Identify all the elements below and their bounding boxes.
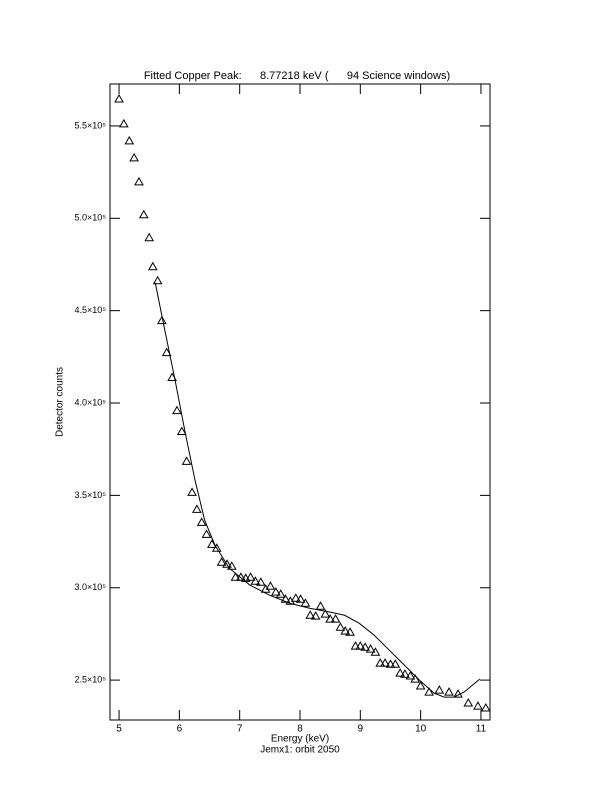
x-tick-label: 5 bbox=[116, 724, 122, 735]
data-point bbox=[290, 593, 301, 602]
data-point bbox=[138, 209, 149, 219]
data-point bbox=[191, 504, 202, 513]
y-tick-label: 5.0×10⁵ bbox=[74, 213, 106, 223]
data-point bbox=[480, 702, 491, 712]
x-axis-label: Energy (keV) bbox=[271, 734, 329, 745]
data-point bbox=[295, 594, 306, 603]
data-point bbox=[444, 687, 454, 696]
data-point bbox=[350, 641, 361, 650]
data-point bbox=[355, 641, 366, 650]
data-point bbox=[119, 118, 129, 128]
data-point bbox=[360, 642, 371, 651]
y-tick-label: 2.5×10⁵ bbox=[74, 674, 106, 684]
x-tick-label: 11 bbox=[476, 724, 487, 735]
data-point bbox=[345, 627, 355, 636]
data-point bbox=[245, 572, 256, 581]
data-point bbox=[222, 559, 232, 568]
data-point bbox=[196, 517, 207, 526]
data-point bbox=[152, 275, 163, 285]
data-point bbox=[260, 584, 271, 593]
data-point bbox=[463, 697, 474, 707]
y-tick-label: 4.5×10⁵ bbox=[74, 305, 106, 315]
data-point bbox=[124, 135, 135, 145]
data-point bbox=[250, 576, 261, 585]
data-point bbox=[375, 658, 386, 667]
data-point bbox=[211, 543, 222, 552]
data-point bbox=[385, 659, 396, 668]
data-point bbox=[147, 261, 158, 271]
data-point bbox=[300, 598, 311, 607]
data-point bbox=[340, 626, 351, 635]
data-point bbox=[473, 701, 483, 710]
data-point bbox=[280, 594, 291, 603]
data-point bbox=[390, 659, 401, 668]
x-tick-label: 6 bbox=[177, 724, 183, 735]
data-point bbox=[187, 487, 197, 496]
chart-title: Fitted Copper Peak: 8.77218 keV ( 94 Sci… bbox=[144, 70, 450, 82]
data-point bbox=[114, 93, 124, 103]
data-point bbox=[255, 577, 266, 586]
data-point bbox=[226, 561, 237, 570]
data-point bbox=[144, 232, 155, 242]
data-point bbox=[434, 685, 445, 694]
y-axis-label: Detector counts bbox=[55, 367, 66, 437]
fit-line bbox=[154, 282, 481, 698]
data-point bbox=[172, 405, 182, 415]
data-point bbox=[129, 152, 139, 162]
data-point bbox=[410, 674, 421, 683]
data-point bbox=[424, 687, 434, 696]
data-point bbox=[181, 456, 192, 465]
data-point bbox=[380, 658, 390, 667]
data-point bbox=[271, 587, 281, 596]
x-tick-label: 10 bbox=[415, 724, 427, 735]
x-tick-label: 7 bbox=[237, 724, 243, 735]
y-tick-label: 5.5×10⁵ bbox=[74, 120, 106, 130]
x-tick-label: 8 bbox=[297, 724, 303, 735]
data-point bbox=[330, 614, 341, 623]
data-point bbox=[201, 529, 212, 538]
data-point bbox=[310, 611, 321, 620]
data-point bbox=[305, 610, 316, 619]
y-tick-label: 3.0×10⁵ bbox=[74, 582, 106, 592]
data-point bbox=[216, 557, 227, 566]
data-point bbox=[157, 315, 167, 325]
data-point bbox=[265, 581, 276, 590]
data-point bbox=[395, 668, 405, 677]
data-point bbox=[275, 589, 286, 598]
data-point bbox=[315, 601, 326, 610]
subtitle: Jemx1: orbit 2050 bbox=[260, 745, 340, 756]
data-point bbox=[370, 647, 381, 656]
data-point bbox=[176, 426, 187, 435]
data-point bbox=[335, 622, 346, 631]
data-point bbox=[134, 176, 144, 186]
data-point bbox=[230, 572, 241, 581]
data-point bbox=[325, 614, 336, 623]
data-point bbox=[161, 347, 172, 357]
data-point bbox=[415, 681, 426, 690]
y-tick-label: 4.0×10⁵ bbox=[74, 397, 106, 407]
data-point bbox=[365, 644, 376, 653]
data-point bbox=[400, 669, 410, 678]
data-point bbox=[320, 609, 331, 618]
y-tick-label: 3.5×10⁵ bbox=[74, 490, 106, 500]
data-point bbox=[405, 671, 416, 680]
x-tick-label: 9 bbox=[358, 724, 364, 735]
